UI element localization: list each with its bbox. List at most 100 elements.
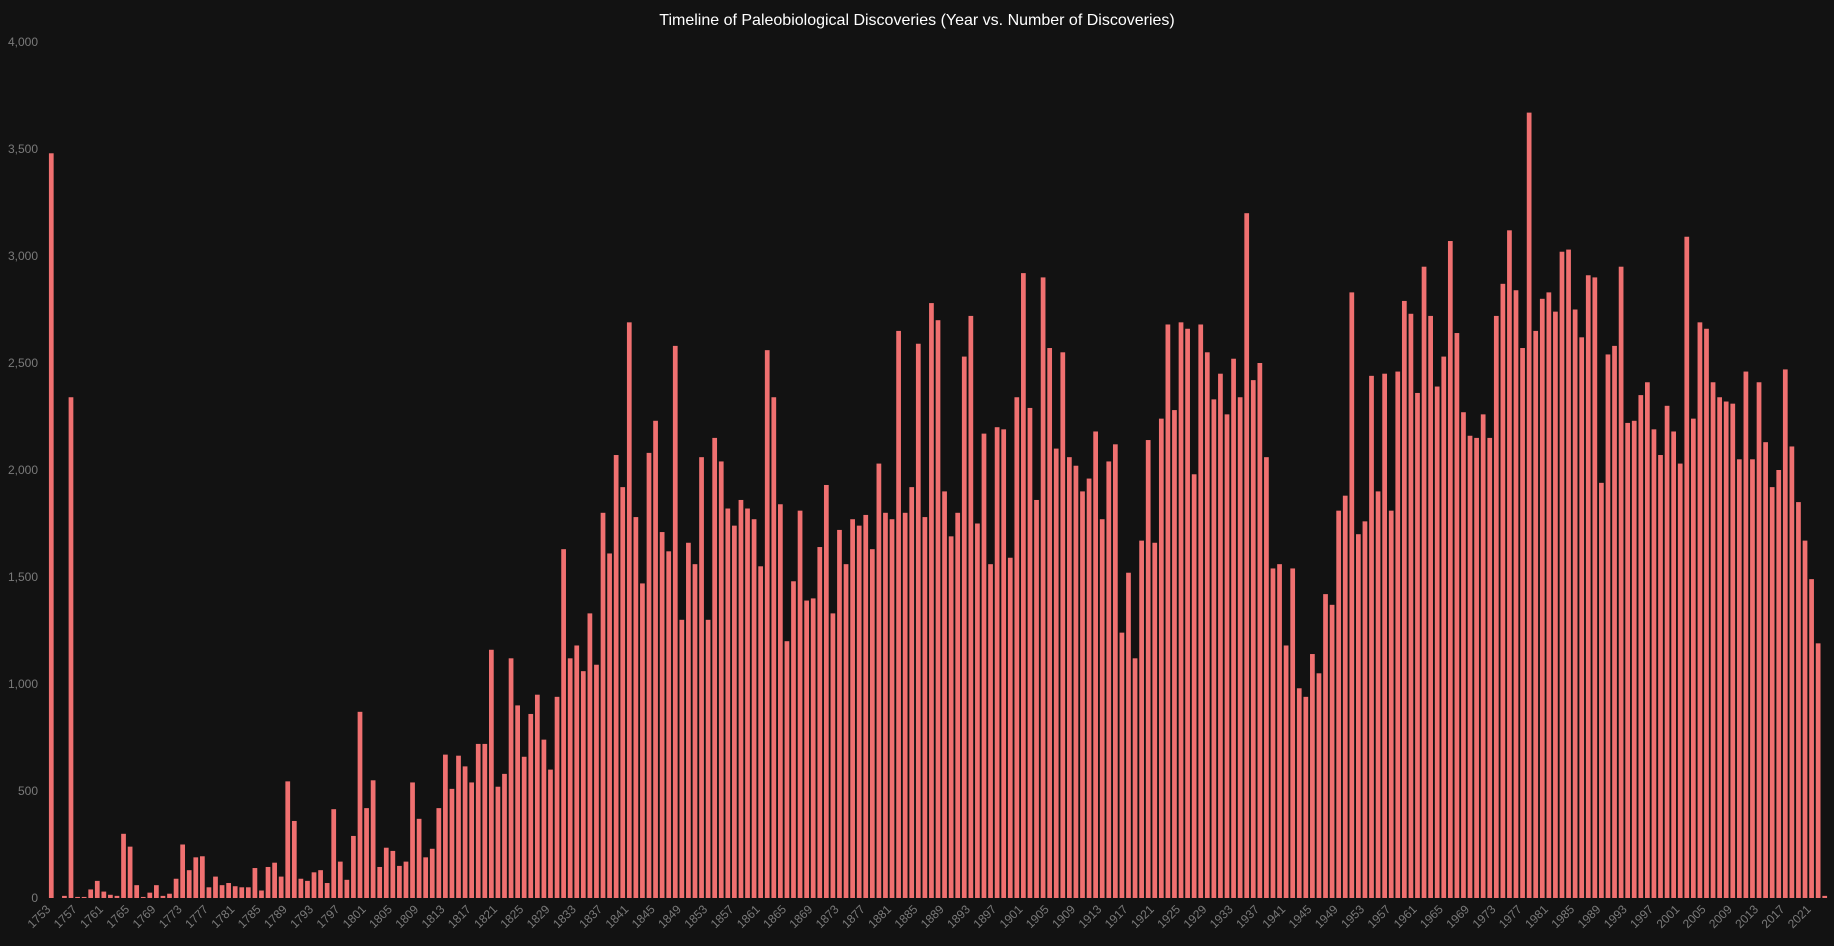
bar: [475, 743, 481, 898]
bar: [1651, 429, 1657, 898]
bar: [1395, 371, 1401, 898]
bar: [1093, 431, 1098, 898]
bar: [206, 887, 212, 898]
bar: [1007, 557, 1013, 898]
bar: [337, 861, 343, 898]
bar: [443, 754, 448, 898]
bar: [1796, 502, 1801, 898]
x-tick-label: 1793: [287, 902, 316, 931]
bar: [764, 350, 770, 898]
bar: [1618, 266, 1624, 898]
bar: [1730, 403, 1736, 898]
x-tick-label: 2017: [1759, 902, 1788, 931]
x-tick-label: 1921: [1128, 902, 1157, 931]
bar: [1520, 348, 1525, 898]
bar: [462, 766, 468, 898]
bar: [1336, 510, 1342, 898]
bar: [725, 508, 731, 898]
bar: [1736, 459, 1742, 898]
bar: [561, 549, 566, 898]
bar: [1658, 455, 1663, 898]
bar: [1625, 422, 1631, 898]
bar: [1454, 333, 1460, 898]
bar: [942, 491, 947, 898]
bar: [127, 846, 133, 898]
bar: [856, 525, 862, 898]
bar: [784, 641, 790, 898]
bar: [226, 883, 231, 898]
x-tick-label: 1877: [839, 902, 868, 931]
bar: [528, 713, 534, 898]
bar: [62, 895, 67, 898]
bar: [1507, 230, 1512, 898]
x-tick-label: 1841: [603, 902, 632, 931]
x-tick-label: 1909: [1049, 902, 1078, 931]
bar: [1014, 397, 1020, 898]
bar: [1743, 371, 1749, 898]
bar: [1323, 594, 1328, 898]
bar: [1723, 401, 1729, 898]
x-tick-label: 1941: [1259, 902, 1288, 931]
bar: [488, 649, 494, 898]
bar: [1185, 328, 1190, 898]
bar: [1631, 420, 1637, 898]
bar: [1526, 112, 1532, 899]
bar: [1073, 465, 1079, 898]
bar: [810, 598, 816, 898]
bar: [449, 788, 455, 898]
bar: [48, 153, 54, 898]
x-tick-label: 1849: [655, 902, 684, 931]
bar: [1264, 457, 1269, 898]
x-tick-label: 1881: [865, 902, 894, 931]
bar: [108, 894, 113, 898]
bar: [1040, 277, 1046, 898]
x-tick-label: 1937: [1233, 902, 1262, 931]
bar: [1349, 292, 1355, 898]
y-tick-label: 4,000: [8, 35, 38, 49]
bar: [600, 512, 606, 898]
x-tick-label: 1961: [1391, 902, 1420, 931]
bar: [199, 856, 205, 898]
bar: [955, 512, 961, 898]
bar: [495, 786, 501, 898]
bar: [1612, 345, 1617, 898]
bar: [1434, 386, 1440, 898]
bar: [291, 820, 297, 898]
x-tick-label: 1765: [103, 902, 132, 931]
x-tick-label: 1821: [471, 902, 500, 931]
bar: [1257, 363, 1263, 898]
bar: [1822, 895, 1828, 898]
x-tick-label: 2001: [1654, 902, 1683, 931]
x-tick-label: 1905: [1023, 902, 1052, 931]
bar: [1067, 457, 1072, 898]
bars-group: [48, 112, 1828, 899]
x-tick-label: 1865: [760, 902, 789, 931]
bar: [718, 461, 724, 898]
bar: [1769, 487, 1775, 898]
bar: [850, 519, 855, 898]
x-tick-label: 1753: [25, 902, 54, 931]
bar: [1467, 435, 1473, 898]
bar: [278, 876, 284, 898]
x-tick-label: 1805: [366, 902, 395, 931]
bar: [1533, 330, 1539, 898]
bar: [594, 664, 599, 898]
bar: [1704, 328, 1709, 898]
bar: [75, 896, 80, 898]
x-tick-label: 1837: [576, 902, 605, 931]
bar: [502, 773, 507, 898]
bar: [1375, 491, 1381, 898]
bar: [876, 463, 882, 898]
bar: [1218, 373, 1223, 898]
x-tick-label: 1845: [629, 902, 658, 931]
bar: [1034, 499, 1039, 898]
y-tick-label: 2,000: [8, 463, 38, 477]
x-tick-label: 1861: [734, 902, 763, 931]
x-tick-label: 1833: [550, 902, 579, 931]
bar: [902, 512, 908, 898]
bar: [193, 857, 199, 898]
bar: [68, 397, 74, 898]
bar: [1513, 290, 1519, 898]
bar: [981, 433, 987, 898]
